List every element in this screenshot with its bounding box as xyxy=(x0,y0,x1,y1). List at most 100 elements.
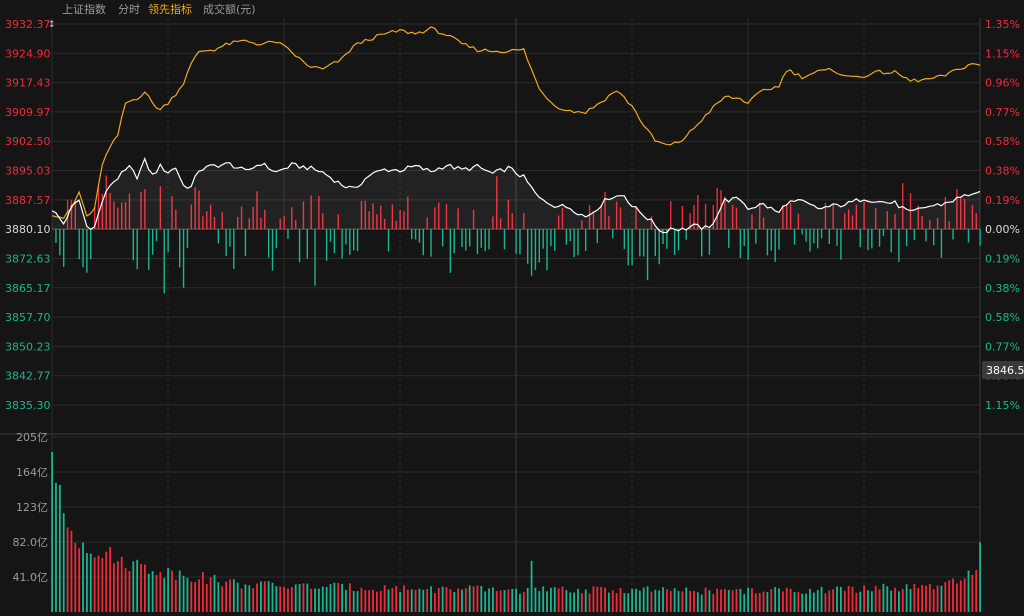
volume-bar xyxy=(279,586,282,612)
volume-bar xyxy=(592,586,595,612)
volume-bar xyxy=(569,592,572,612)
lead-bar xyxy=(445,204,448,230)
volume-bar xyxy=(360,587,363,612)
lead-bar xyxy=(836,229,838,246)
lead-bar xyxy=(368,211,370,230)
lead-bar xyxy=(979,229,981,246)
volume-bar xyxy=(267,581,270,612)
volume-bar xyxy=(952,578,954,612)
percent-tick-label: 0.38% xyxy=(985,282,1020,295)
lead-bar xyxy=(202,216,204,230)
lead-bar xyxy=(63,229,65,267)
volume-bar xyxy=(468,585,471,612)
volume-bar xyxy=(936,585,939,612)
lead-bar xyxy=(527,229,529,264)
lead-bar xyxy=(608,215,610,230)
lead-bar xyxy=(418,229,421,243)
lead-bar xyxy=(631,229,633,266)
percent-tick-label: 1.15% xyxy=(985,47,1020,60)
volume-bar xyxy=(488,588,490,612)
volume-bar xyxy=(507,589,510,612)
lead-bar xyxy=(577,229,579,256)
volume-bar xyxy=(511,588,514,612)
lead-bar xyxy=(267,229,270,258)
volume-bar xyxy=(820,586,823,612)
axis-adjust-icon[interactable]: ↕ xyxy=(48,20,56,30)
lead-bar xyxy=(789,203,792,230)
volume-tick-label: 82.0亿 xyxy=(13,536,49,549)
percent-tick-label: 0.77% xyxy=(985,106,1020,119)
lead-bar xyxy=(925,229,927,242)
lead-bar xyxy=(600,204,602,230)
volume-bar xyxy=(325,586,328,612)
volume-bar xyxy=(700,594,703,612)
lead-bar xyxy=(260,217,262,230)
price-tick-label: 3902.50 xyxy=(5,135,51,148)
volume-bar xyxy=(376,591,378,612)
lead-bar xyxy=(387,229,390,252)
volume-bar xyxy=(847,585,850,612)
lead-bar xyxy=(391,204,394,230)
tab-lead-indicator[interactable]: 领先指标 xyxy=(148,2,192,16)
lead-bar xyxy=(399,209,401,230)
tab-intraday[interactable]: 分时 xyxy=(118,3,140,16)
lead-bar xyxy=(550,229,552,247)
lead-bar xyxy=(851,215,854,230)
lead-bar xyxy=(697,194,699,230)
lead-bar xyxy=(287,229,289,239)
percent-tick-label: 0.58% xyxy=(985,135,1020,148)
percent-tick-label: 1.15% xyxy=(985,399,1020,412)
lead-bar xyxy=(186,229,189,249)
volume-bar xyxy=(588,593,591,612)
volume-bar xyxy=(901,589,904,612)
volume-bar xyxy=(395,586,398,612)
volume-bar xyxy=(499,590,502,612)
price-tick-label: 3872.63 xyxy=(5,252,51,265)
lead-bar xyxy=(503,229,506,250)
lead-indicator-line xyxy=(51,26,981,220)
volume-bar xyxy=(66,527,69,612)
lead-bar xyxy=(739,229,742,259)
lead-bar xyxy=(78,229,80,260)
lead-bar xyxy=(627,229,629,266)
volume-bar xyxy=(418,588,421,612)
volume-bar xyxy=(754,593,757,612)
lead-bar xyxy=(414,229,417,240)
volume-tick-label: 164亿 xyxy=(16,466,48,479)
volume-bar xyxy=(414,589,417,612)
volume-bar xyxy=(928,583,931,612)
lead-bar xyxy=(237,216,239,230)
volume-bar xyxy=(82,542,84,612)
volume-bar xyxy=(171,570,173,612)
price-tick-label: 3850.23 xyxy=(5,340,51,353)
tab-turnover[interactable]: 成交额(元) xyxy=(203,2,256,16)
lead-bar xyxy=(542,229,544,249)
volume-bar xyxy=(522,591,525,612)
lead-bar xyxy=(109,193,111,230)
volume-bar xyxy=(105,551,108,612)
lead-bar xyxy=(871,229,873,249)
lead-bar xyxy=(411,229,413,240)
volume-bar xyxy=(364,590,367,612)
lead-bar xyxy=(898,229,900,262)
lead-bar xyxy=(380,205,382,230)
lead-bar xyxy=(407,196,409,230)
volume-bar xyxy=(348,583,351,612)
volume-bar xyxy=(596,586,599,612)
lead-bar xyxy=(124,201,127,230)
lead-bar xyxy=(685,229,687,240)
lead-bar xyxy=(217,229,220,244)
percent-tick-label: 0.00% xyxy=(985,223,1020,236)
volume-bar xyxy=(704,587,707,612)
volume-bar xyxy=(685,587,688,612)
volume-bar xyxy=(716,588,719,612)
volume-bar xyxy=(232,579,235,612)
volume-bar xyxy=(534,587,537,612)
lead-bar xyxy=(786,204,788,230)
crosshair-tag-box xyxy=(982,361,1024,379)
volume-bar xyxy=(151,571,154,612)
lead-bar xyxy=(190,204,192,230)
tab-shanghai-index[interactable]: 上证指数 xyxy=(62,2,106,16)
lead-bar xyxy=(704,203,707,230)
volume-bar xyxy=(298,584,301,612)
